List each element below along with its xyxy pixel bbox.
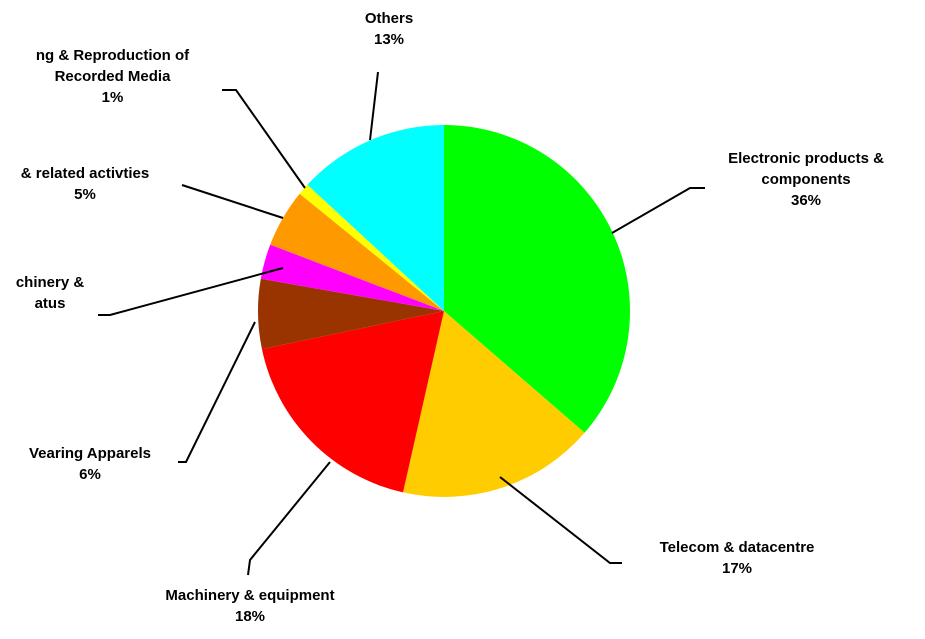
category-label: ng & Reproduction of Recorded Media	[35, 47, 190, 85]
category-label: Telecom & datacentre	[659, 539, 815, 556]
slice-label: & related activties 5%	[0, 163, 200, 205]
slice-label: ng & Reproduction of Recorded Media 1%	[0, 45, 245, 108]
leader-line	[222, 89, 306, 189]
category-label: chinery & atus	[15, 274, 85, 312]
value-label: 17%	[721, 560, 753, 577]
value-label: 6%	[79, 466, 101, 483]
pie-slice	[307, 125, 444, 311]
leader-line	[369, 71, 379, 141]
value-label: 13%	[373, 31, 405, 48]
leader-line	[499, 476, 622, 564]
slice-label: Electronic products & components 36%	[686, 148, 925, 211]
pie-slice	[403, 311, 585, 497]
value-label: 5%	[74, 186, 96, 203]
category-label: Vearing Apparels	[29, 445, 151, 462]
leader-line	[611, 187, 705, 234]
pie-slice	[258, 278, 444, 350]
pie-slice	[270, 193, 444, 311]
category-label: Electronic products & components	[728, 150, 884, 188]
leader-line	[98, 267, 284, 316]
pie-slice	[261, 311, 444, 493]
pie-slice	[444, 125, 630, 433]
category-label: Machinery & equipment	[165, 587, 335, 604]
slice-label: Machinery & equipment 18%	[110, 585, 390, 627]
category-label: Others	[364, 10, 414, 27]
value-label: 1%	[101, 89, 124, 106]
slice-label: Telecom & datacentre 17%	[617, 537, 857, 579]
slice-label: chinery & atus	[0, 272, 100, 314]
slice-label: Others 13%	[329, 8, 449, 50]
pie-slice	[260, 244, 444, 311]
leader-line	[181, 184, 284, 219]
category-label: & related activties	[20, 165, 150, 182]
value-label: 36%	[790, 192, 822, 209]
pie-slice	[299, 184, 444, 311]
slice-label: Vearing Apparels 6%	[0, 443, 190, 485]
value-label: 18%	[234, 608, 266, 625]
leader-line	[178, 321, 256, 463]
leader-line	[247, 461, 331, 576]
